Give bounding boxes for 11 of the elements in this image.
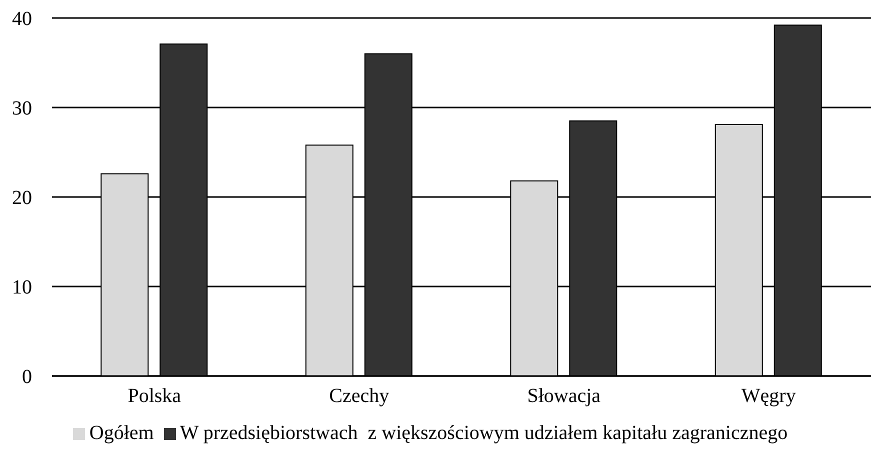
- x-tick-label: Polska: [128, 385, 182, 408]
- y-tick-label: 20: [12, 187, 32, 210]
- y-tick-label: 40: [12, 8, 32, 30]
- legend-label: W przedsiębiorstwach z większościowym udziałem kapitału zagranicznego: [180, 422, 788, 444]
- y-tick-label: 10: [12, 276, 32, 299]
- x-tick-label: Węgry: [741, 385, 796, 408]
- x-tick-label: Słowacja: [527, 385, 601, 408]
- y-tick-label: 0: [22, 366, 32, 388]
- legend-label: Ogółem: [89, 422, 154, 444]
- x-tick-label: Czechy: [329, 385, 390, 408]
- y-tick-label: 30: [12, 98, 32, 120]
